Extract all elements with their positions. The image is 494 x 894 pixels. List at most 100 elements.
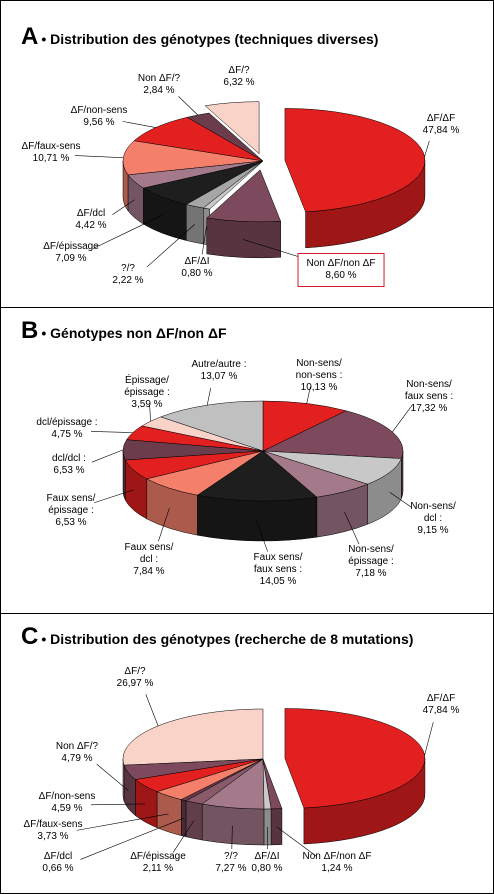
slice-value: 0,80 % <box>181 268 213 279</box>
slice-value: 1,24 % <box>321 863 353 874</box>
slice <box>262 450 369 538</box>
slice-name: Non-sens/ non-sens : <box>295 358 343 381</box>
slice-value: 6,53 % <box>53 465 85 476</box>
slice <box>127 160 264 225</box>
slice-label: ΔF/ΔF 47,84 % <box>423 113 460 137</box>
slice-side <box>197 494 318 542</box>
slice-label: ΔF/dcl 4,42 % <box>75 208 106 232</box>
slice-name: ?/? <box>121 263 135 274</box>
slice-label: ?/? 7,27 % <box>215 851 246 875</box>
slice-label: ?/? 2,22 % <box>112 263 143 287</box>
slice-label: ΔF/non-sens 9,56 % <box>71 105 128 129</box>
slice-value: 47,84 % <box>422 125 460 136</box>
slice-value: 4,75 % <box>51 429 83 440</box>
slice-side <box>206 217 281 259</box>
slice-label: Non ΔF/? 4,79 % <box>56 741 98 765</box>
slice-top <box>133 117 264 162</box>
slice-label: Non-sens/ dcl :9,15 % <box>410 501 456 537</box>
slice-name: ΔF/? <box>228 65 250 76</box>
leader-line <box>172 820 195 853</box>
slice <box>204 101 260 155</box>
leader-line <box>90 803 146 806</box>
slice-label: dcl/épissage :4,75 % <box>36 417 97 441</box>
slice-side <box>186 204 204 245</box>
slice-name: ΔF/? <box>124 666 146 677</box>
slice-value: 0,66 % <box>42 863 74 874</box>
slice-name: Non-sens/ dcl : <box>410 501 456 524</box>
slice-top <box>122 708 264 766</box>
slice-top <box>202 160 264 210</box>
slice-value: 2,84 % <box>143 85 175 96</box>
leader-line <box>306 386 311 404</box>
slice-value: 26,97 % <box>116 678 154 689</box>
leader-line <box>145 694 159 727</box>
slice <box>156 758 264 836</box>
slice-label: ΔF/non-sens 4,59 % <box>39 791 96 815</box>
slice-name: Non ΔF/? <box>55 741 99 752</box>
chart-title: B • Génotypes non ΔF/non ΔF <box>21 317 227 345</box>
leader-line <box>80 817 184 860</box>
slice-name: ?/? <box>224 851 238 862</box>
slice-value: 2,11 % <box>142 863 174 874</box>
leader-line <box>424 140 430 157</box>
slice-side <box>181 799 187 838</box>
slice-value: 2,22 % <box>112 275 144 286</box>
title-text: Distribution des génotypes (recherche de… <box>50 631 414 647</box>
slice-label: ΔF/? 6,32 % <box>223 65 254 89</box>
slice-value: 6,53 % <box>55 517 87 528</box>
slice <box>196 450 318 542</box>
leader-line <box>276 826 317 857</box>
slice-name: ΔF/ΔI <box>184 256 210 267</box>
slice-name: Non ΔF/? <box>137 73 181 84</box>
slice-value: 4,79 % <box>61 753 93 764</box>
slice-label: Non ΔF/non ΔF 8,60 % <box>297 253 385 287</box>
leader-line <box>424 722 434 756</box>
slice <box>122 439 264 501</box>
slice-label: Autre/autre :13,07 % <box>191 359 246 383</box>
leader-line <box>112 199 135 215</box>
slice-side <box>201 803 265 846</box>
slice-top <box>206 169 282 223</box>
slice-value: 10,13 % <box>300 382 338 393</box>
slice-top <box>196 450 318 502</box>
leader-line <box>392 404 413 433</box>
leader-line <box>178 96 199 116</box>
slice-top <box>262 758 272 810</box>
slice-value: 7,27 % <box>215 863 247 874</box>
slice-value: 0,80 % <box>251 863 283 874</box>
slice-value: 7,18 % <box>355 568 387 579</box>
slice-value: 10,71 % <box>32 153 70 164</box>
slice-name: ΔF/épissage <box>130 851 186 862</box>
slice-label: dcl/dcl :6,53 % <box>52 453 86 477</box>
slice-value: 7,09 % <box>55 253 87 264</box>
slice-label: ΔF/ΔI 0,80 % <box>251 851 282 875</box>
leader-line <box>76 813 169 831</box>
slice <box>201 758 265 846</box>
leader-line <box>158 508 170 542</box>
slice-label: ΔF/épissage 2,11 % <box>130 851 186 875</box>
slice <box>284 108 426 249</box>
slice-name: Faux sens/ dcl : <box>124 542 174 565</box>
slice <box>284 708 426 845</box>
bullet: • <box>41 325 51 341</box>
slice-value: 3,73 % <box>37 831 69 842</box>
panel-letter: C <box>21 623 39 650</box>
panel-letter: A <box>21 23 39 50</box>
slice-label: Non-sens/ non-sens :10,13 % <box>296 358 343 394</box>
leader-line <box>201 226 207 255</box>
slice-top <box>284 108 426 213</box>
slice <box>134 758 264 829</box>
slice-name: Faux sens/ faux sens : <box>253 552 303 575</box>
slice <box>262 450 402 525</box>
slice-name: ΔF/dcl <box>76 208 106 219</box>
leader-line <box>74 155 124 158</box>
slice-name: Non ΔF/non ΔF <box>306 258 376 269</box>
slice-value: 9,15 % <box>417 525 449 536</box>
bullet: • <box>41 631 51 647</box>
slice-value: 13,07 % <box>200 371 238 382</box>
chart-title: C • Distribution des génotypes (recherche… <box>21 623 413 651</box>
leader-line <box>231 825 233 850</box>
slice <box>124 450 264 520</box>
slice-label: ΔF/faux-sens 10,71 % <box>22 141 81 165</box>
